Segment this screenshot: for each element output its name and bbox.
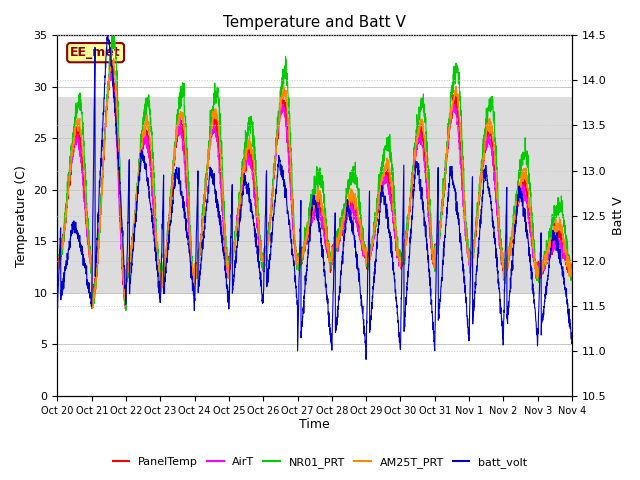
Y-axis label: Temperature (C): Temperature (C): [15, 165, 28, 266]
Title: Temperature and Batt V: Temperature and Batt V: [223, 15, 406, 30]
Text: EE_met: EE_met: [70, 46, 121, 59]
Legend: PanelTemp, AirT, NR01_PRT, AM25T_PRT, batt_volt: PanelTemp, AirT, NR01_PRT, AM25T_PRT, ba…: [108, 452, 532, 472]
Bar: [58, 97, 572, 293]
X-axis label: Time: Time: [300, 419, 330, 432]
Y-axis label: Batt V: Batt V: [612, 196, 625, 235]
